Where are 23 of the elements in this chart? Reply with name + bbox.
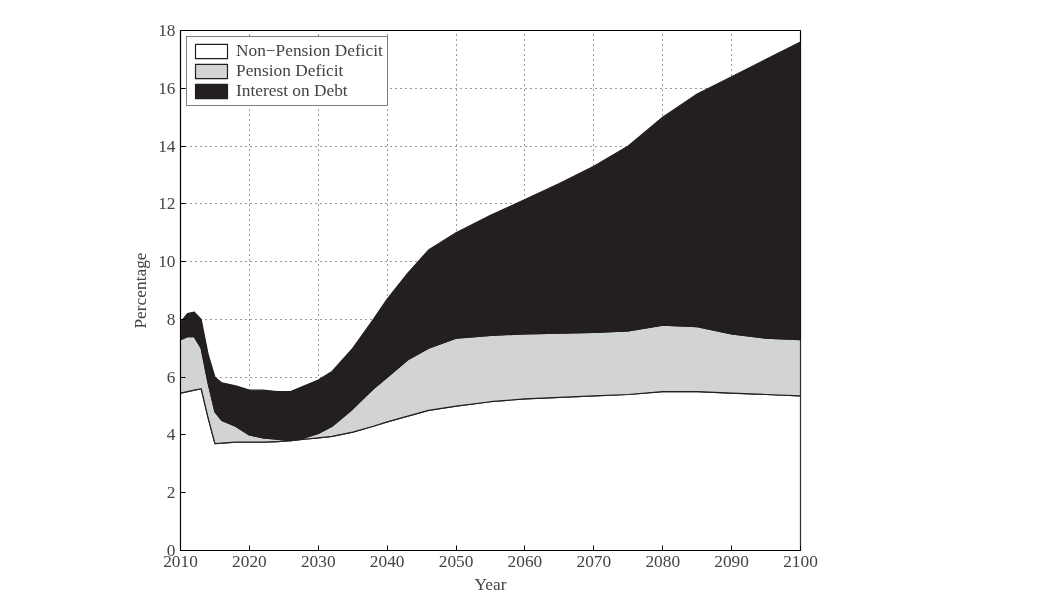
y-tick-label: 10 [158,252,176,272]
y-axis-title: Percentage [131,252,151,329]
y-tick-label: 14 [158,136,176,156]
legend-label: Interest on Debt [236,81,348,101]
x-tick-label: 2020 [232,551,267,571]
x-tick-label: 2100 [783,551,818,571]
x-tick-label: 2030 [300,551,336,571]
x-tick-label: 2080 [645,551,681,571]
x-tick-label: 2050 [438,551,474,571]
y-tick-label: 6 [166,367,176,387]
y-tick-label: 18 [158,21,176,40]
y-tick-label: 4 [166,425,176,445]
x-tick-label: 2090 [714,551,749,571]
x-tick-label: 2040 [369,551,405,571]
legend-label: Non−Pension Deficit [236,41,383,61]
legend-label: Pension Deficit [236,61,344,81]
x-axis-title: Year [474,574,507,594]
y-tick-label: 2 [166,483,176,503]
y-tick-label: 16 [158,78,176,98]
y-tick-label: 12 [158,194,176,214]
y-tick-label: 8 [166,309,176,329]
x-tick-label: 2060 [507,551,543,571]
x-tick-label: 2070 [576,551,612,571]
